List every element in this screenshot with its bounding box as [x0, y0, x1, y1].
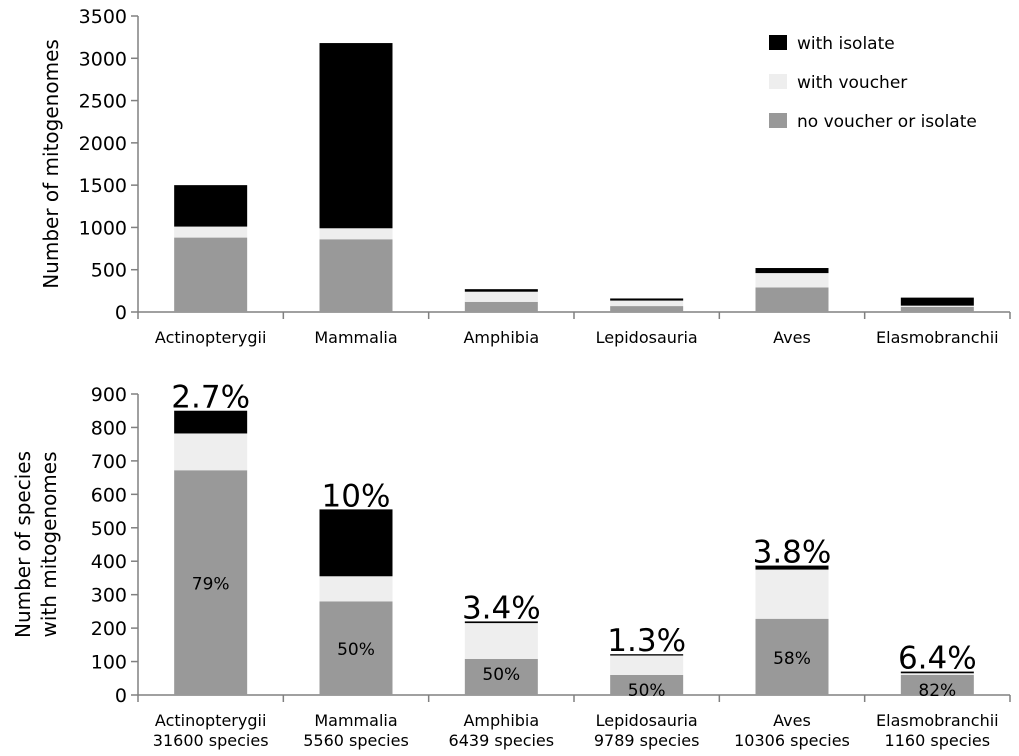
bar-inner-percent-label: 58% [773, 649, 811, 669]
bar-with-voucher [464, 623, 538, 659]
x-category-label: Aves [773, 711, 811, 730]
y-tick-label: 900 [91, 384, 127, 406]
x-category-label: Actinopterygii [155, 711, 266, 730]
bar-with-isolate [610, 654, 684, 656]
x-category-label: Aves [773, 328, 811, 347]
bar-no-voucher-or-isolate [174, 237, 248, 312]
bar-top-percent-label: 2.7% [171, 380, 250, 416]
bar-with-isolate [464, 621, 538, 624]
y-tick-label: 100 [91, 652, 127, 674]
x-category-sublabel: 5560 species [303, 731, 409, 750]
x-category-label: Mammalia [314, 711, 397, 730]
y-axis-label: Number of mitogenomes [39, 39, 63, 289]
bar-no-voucher-or-isolate [319, 601, 393, 695]
y-tick-label: 300 [91, 585, 127, 607]
y-axis-label-line: with mitogenomes [37, 451, 61, 637]
x-category-label: Lepidosauria [596, 328, 698, 347]
bar-with-voucher [174, 226, 248, 238]
bar-inner-percent-label: 50% [337, 640, 375, 660]
bar-no-voucher-or-isolate [464, 658, 538, 695]
x-category-sublabel: 6439 species [449, 731, 555, 750]
bar-no-voucher-or-isolate [900, 306, 974, 312]
y-tick-label: 1000 [79, 217, 127, 239]
bar-with-isolate [755, 268, 829, 274]
y-tick-label: 0 [115, 302, 127, 324]
bar-with-voucher [464, 291, 538, 302]
bar-with-voucher [174, 433, 248, 471]
bar-with-isolate [900, 671, 974, 674]
x-category-label: Elasmobranchii [876, 328, 999, 347]
x-category-label: Lepidosauria [596, 711, 698, 730]
y-tick-label: 0 [115, 685, 127, 707]
y-tick-label: 400 [91, 551, 127, 573]
x-category-label: Amphibia [463, 711, 539, 730]
bar-no-voucher-or-isolate [464, 301, 538, 312]
bar-top-percent-label: 3.8% [753, 535, 832, 571]
x-category-sublabel: 31600 species [153, 731, 269, 750]
y-tick-label: 500 [91, 260, 127, 282]
y-axis-label-line: Number of species [11, 451, 35, 638]
y-tick-label: 1500 [79, 175, 127, 197]
bar-no-voucher-or-isolate [610, 674, 684, 695]
bar-with-voucher [610, 655, 684, 675]
bar-top-percent-label: 6.4% [898, 641, 977, 677]
bar-no-voucher-or-isolate [319, 239, 393, 312]
bar-inner-percent-label: 79% [192, 575, 230, 595]
bar-with-isolate [755, 565, 829, 570]
bar-no-voucher-or-isolate [755, 287, 829, 312]
legend-swatch [769, 74, 787, 89]
bar-with-isolate [610, 298, 684, 301]
bar-inner-percent-label: 82% [918, 681, 956, 701]
bar-with-isolate [900, 297, 974, 306]
x-category-label: Elasmobranchii [876, 711, 999, 730]
bar-top-percent-label: 3.4% [462, 590, 541, 626]
bar-with-voucher [319, 228, 393, 240]
bar-with-voucher [319, 576, 393, 602]
bar-with-voucher [755, 569, 829, 619]
legend-swatch [769, 35, 787, 50]
bar-with-voucher [900, 305, 974, 307]
bar-inner-percent-label: 50% [482, 665, 520, 685]
y-tick-label: 500 [91, 518, 127, 540]
bar-with-isolate [174, 185, 248, 227]
y-tick-label: 600 [91, 484, 127, 506]
bar-with-isolate [464, 289, 538, 292]
bar-top-percent-label: 10% [322, 478, 391, 514]
x-category-sublabel: 9789 species [594, 731, 700, 750]
bar-with-voucher [610, 300, 684, 307]
bar-with-isolate [319, 43, 393, 229]
legend-entry: no voucher or isolate [797, 112, 977, 132]
y-tick-label: 200 [91, 618, 127, 640]
y-tick-label: 700 [91, 451, 127, 473]
x-category-label: Actinopterygii [155, 328, 266, 347]
chart-top-mitogenomes: 0 500 1000 1500 2000 2500 3000 3500 Actinopteryg… [39, 6, 1011, 347]
bar-with-isolate [174, 410, 248, 434]
x-category-label: Mammalia [314, 328, 397, 347]
legend-entry: with isolate [797, 34, 895, 54]
bar-no-voucher-or-isolate [610, 306, 684, 312]
bar-no-voucher-or-isolate [755, 618, 829, 695]
bar-with-voucher [900, 673, 974, 675]
bar-no-voucher-or-isolate [900, 674, 974, 695]
x-category-sublabel: 1160 species [885, 731, 991, 750]
chart-bottom-species: 0 100 200 300 400 500 600 700 800 900 Actinopteryg… [11, 380, 1011, 750]
y-tick-label: 3500 [79, 6, 127, 28]
bar-no-voucher-or-isolate [174, 470, 248, 695]
bar-with-isolate [319, 509, 393, 577]
y-tick-label: 800 [91, 417, 127, 439]
legend-swatch [769, 113, 787, 128]
bar-top-percent-label: 1.3% [607, 623, 686, 659]
legend: with isolate with voucher no voucher or is… [769, 34, 977, 132]
y-tick-label: 3000 [79, 48, 127, 70]
legend-entry: with voucher [797, 73, 907, 93]
x-category-sublabel: 10306 species [734, 731, 850, 750]
x-category-label: Amphibia [463, 328, 539, 347]
bar-with-voucher [755, 273, 829, 288]
bar-inner-percent-label: 50% [628, 681, 666, 701]
y-tick-label: 2500 [79, 91, 127, 113]
y-tick-label: 2000 [79, 133, 127, 155]
